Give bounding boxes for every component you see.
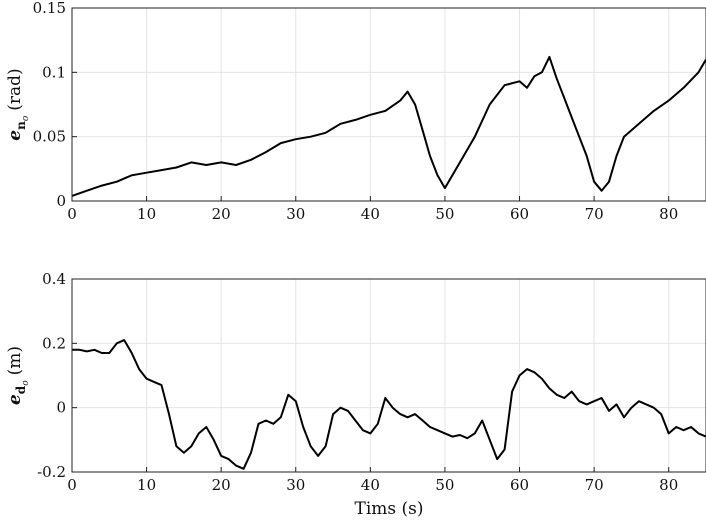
y-axis-label: eno (rad)	[5, 68, 31, 140]
x-tick-label: 60	[510, 205, 529, 223]
x-tick-label: 80	[659, 476, 678, 494]
x-tick-label: 0	[67, 205, 77, 223]
y-label-subsubscript: o	[21, 380, 31, 386]
series-line	[72, 339, 706, 470]
top-panel-rad-error: 0 10 20 30 40 50 60 70 80 0 0.05 0.1 0.15 eno (rad)	[5, 0, 706, 223]
y-tick-label: 0.4	[42, 270, 66, 288]
x-tick-label: 10	[137, 205, 156, 223]
grid-lines	[71, 278, 706, 473]
x-tick-label: 30	[286, 476, 305, 494]
y-label-subsubscript: o	[21, 115, 31, 121]
x-tick-label: 80	[659, 205, 678, 223]
y-tick-label: 0.1	[42, 63, 66, 81]
y-tick-label: 0.05	[33, 128, 66, 146]
x-tick-label: 70	[585, 205, 604, 223]
x-tick-label: 20	[212, 476, 231, 494]
y-tick-label: 0.15	[33, 0, 66, 17]
x-tick-label: 10	[137, 476, 156, 494]
x-tick-label: 50	[435, 205, 454, 223]
y-tick-label: 0	[56, 192, 66, 210]
x-tick-label: 70	[585, 476, 604, 494]
x-tick-label: 50	[435, 476, 454, 494]
y-tick-label: 0	[56, 399, 66, 417]
y-label-subscript: d	[14, 385, 28, 394]
x-tick-label: 20	[212, 205, 231, 223]
y-label-symbol: e	[5, 130, 25, 141]
x-axis-label: Tims (s)	[354, 499, 423, 519]
y-label-unit: (m)	[5, 346, 25, 375]
plot-frame	[71, 7, 706, 202]
y-tick-label: 0.2	[42, 334, 66, 352]
y-label-symbol: e	[5, 394, 25, 405]
x-tick-label: 30	[286, 205, 305, 223]
series-line	[71, 55, 706, 197]
x-tick-label: 60	[510, 476, 529, 494]
y-axis-label: edo (m)	[5, 346, 31, 405]
y-tick-label: -0.2	[37, 463, 66, 481]
x-tick-label: 40	[361, 476, 380, 494]
y-label-subscript: n	[14, 121, 28, 130]
x-tick-label: 0	[67, 476, 77, 494]
y-label-unit: (rad)	[5, 68, 25, 110]
plot-frame	[71, 278, 706, 473]
x-tick-label: 40	[361, 205, 380, 223]
